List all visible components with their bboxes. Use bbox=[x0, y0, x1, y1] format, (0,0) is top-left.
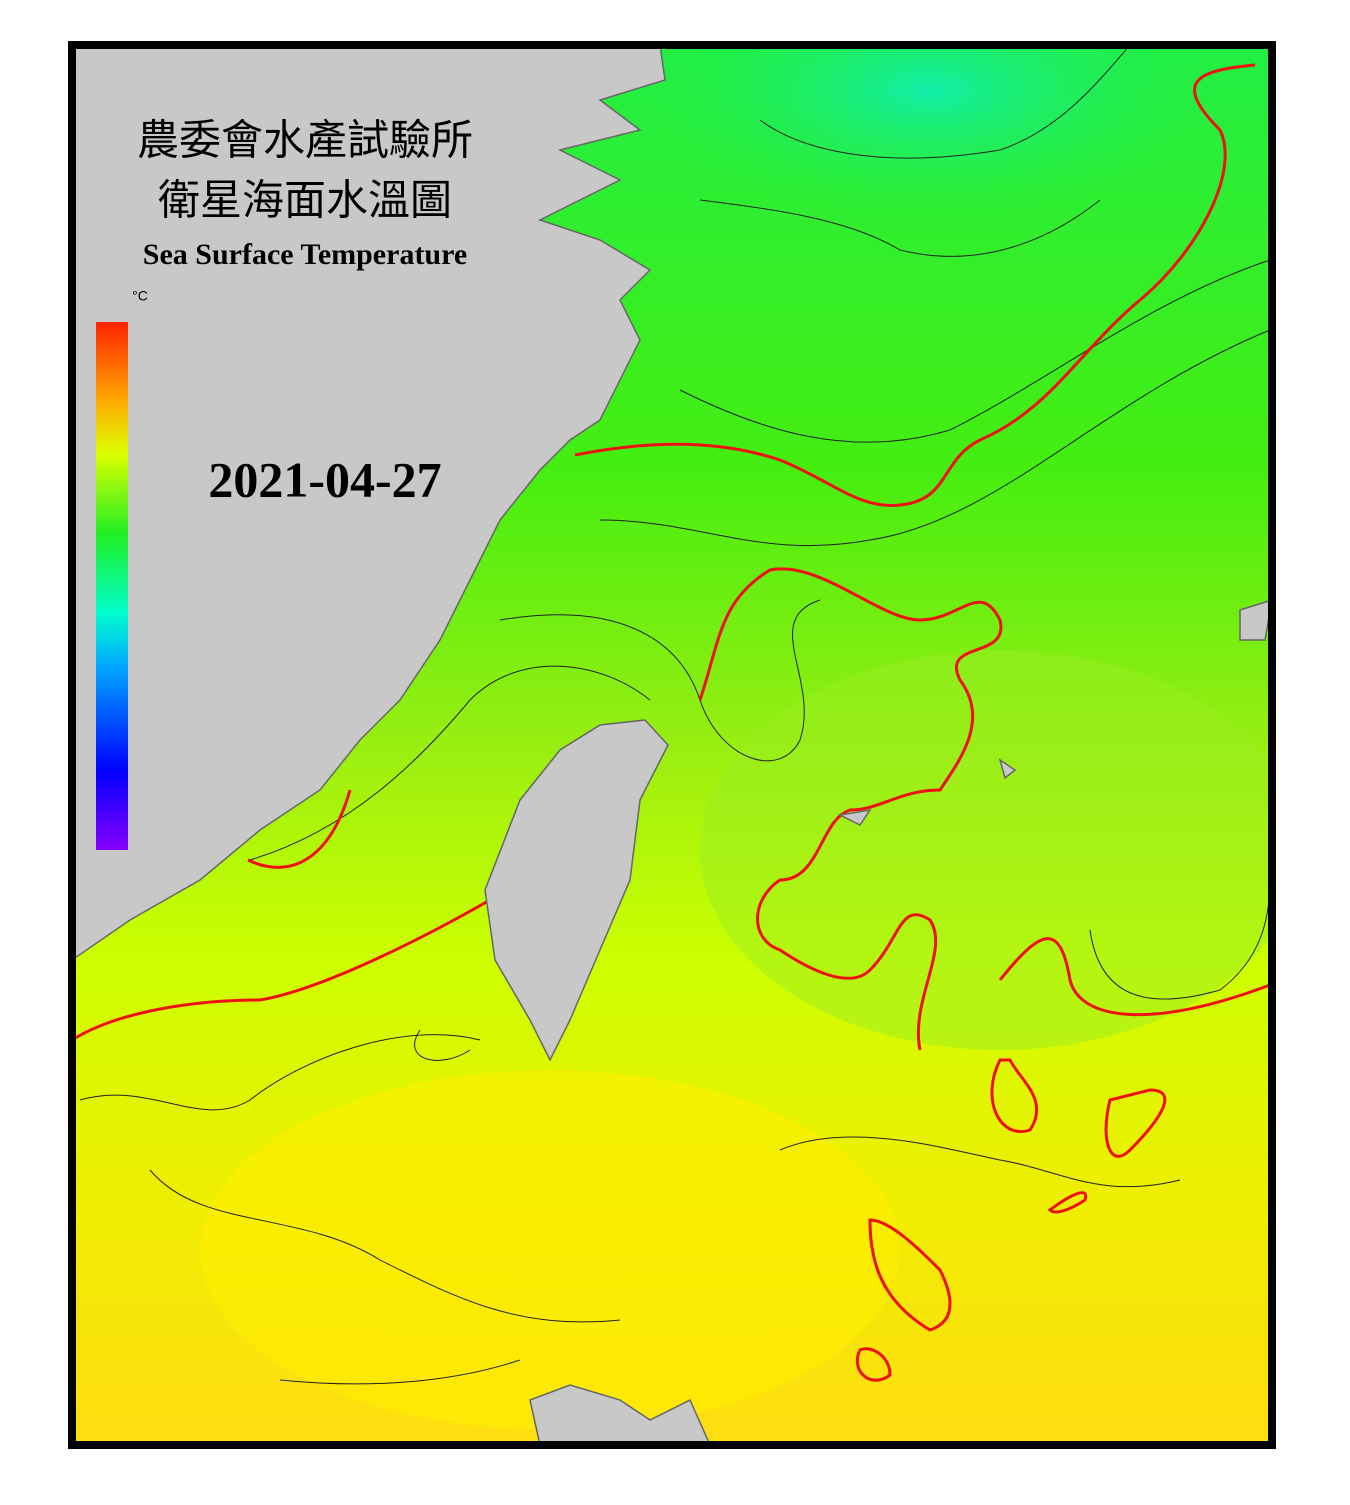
colorbar-unit: °C bbox=[132, 288, 148, 304]
cold-water bbox=[630, 45, 1230, 220]
land bbox=[72, 45, 1272, 1445]
map-area bbox=[72, 45, 1272, 1445]
colorbar bbox=[96, 322, 128, 850]
contour-25-20 bbox=[72, 63, 1271, 1382]
contours bbox=[79, 45, 1271, 1385]
map-frame bbox=[68, 41, 1276, 1449]
date: 2021-04-27 bbox=[208, 451, 441, 507]
subtitle-zh: 衛星海面水溫圖 bbox=[158, 179, 452, 225]
warm-patch bbox=[200, 1070, 900, 1430]
title-zh: 農委會水產試驗所 bbox=[137, 118, 473, 165]
warm-patch bbox=[700, 650, 1272, 1050]
title-en: Sea Surface Temperature bbox=[143, 238, 467, 271]
